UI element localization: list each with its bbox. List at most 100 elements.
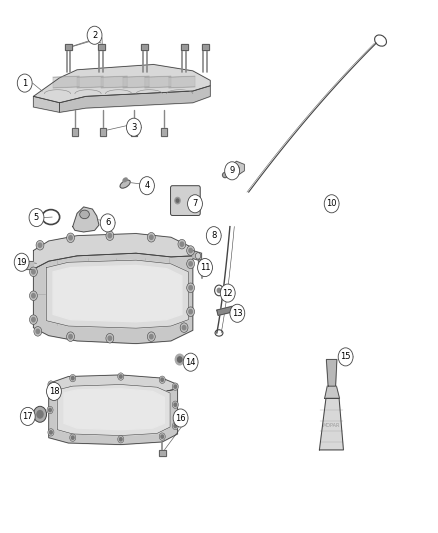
Circle shape	[159, 376, 165, 383]
Polygon shape	[33, 253, 193, 344]
Polygon shape	[53, 76, 79, 88]
Polygon shape	[49, 389, 177, 445]
Polygon shape	[325, 386, 339, 398]
Circle shape	[38, 243, 42, 247]
Text: 9: 9	[230, 166, 235, 175]
Circle shape	[106, 231, 114, 240]
Circle shape	[220, 284, 235, 302]
Bar	[72, 128, 78, 136]
Bar	[141, 44, 148, 50]
Text: 3: 3	[131, 123, 137, 132]
Text: 6: 6	[105, 219, 110, 228]
Circle shape	[37, 410, 43, 418]
Circle shape	[140, 176, 154, 195]
Text: 2: 2	[92, 31, 97, 40]
Circle shape	[217, 288, 221, 293]
Circle shape	[20, 407, 35, 425]
Circle shape	[69, 236, 72, 240]
Circle shape	[106, 334, 114, 343]
Circle shape	[49, 431, 52, 434]
Circle shape	[206, 227, 221, 245]
Polygon shape	[326, 360, 337, 386]
Circle shape	[189, 248, 192, 253]
Circle shape	[120, 375, 122, 378]
Circle shape	[48, 381, 54, 388]
Circle shape	[161, 378, 163, 381]
Bar	[161, 128, 167, 136]
Circle shape	[67, 332, 74, 342]
Circle shape	[195, 253, 201, 259]
Circle shape	[120, 438, 122, 441]
Circle shape	[17, 74, 32, 92]
Circle shape	[70, 374, 76, 382]
Polygon shape	[25, 261, 33, 269]
Circle shape	[150, 235, 153, 239]
Circle shape	[187, 283, 194, 293]
Circle shape	[118, 435, 124, 443]
Circle shape	[69, 335, 72, 339]
Text: 11: 11	[200, 263, 210, 272]
Bar	[180, 44, 187, 50]
Circle shape	[174, 385, 177, 388]
Circle shape	[108, 336, 112, 341]
Bar	[141, 44, 148, 50]
FancyBboxPatch shape	[170, 185, 200, 215]
Text: 14: 14	[185, 358, 196, 367]
Text: 13: 13	[232, 309, 243, 318]
Polygon shape	[64, 389, 164, 430]
Ellipse shape	[123, 178, 127, 182]
Polygon shape	[217, 306, 233, 316]
Circle shape	[182, 326, 186, 330]
Text: 17: 17	[22, 412, 33, 421]
Circle shape	[49, 383, 52, 386]
Circle shape	[32, 318, 35, 322]
Circle shape	[173, 409, 188, 427]
Circle shape	[36, 240, 44, 250]
Bar	[65, 44, 72, 50]
Circle shape	[180, 242, 184, 246]
Circle shape	[191, 199, 194, 202]
Circle shape	[187, 246, 194, 255]
Circle shape	[108, 233, 112, 238]
Polygon shape	[145, 76, 171, 88]
Ellipse shape	[80, 210, 89, 219]
Circle shape	[176, 199, 179, 202]
Circle shape	[14, 253, 29, 271]
Bar	[198, 259, 205, 264]
Circle shape	[29, 208, 44, 227]
Circle shape	[324, 195, 339, 213]
Text: 1: 1	[22, 78, 27, 87]
Circle shape	[71, 436, 74, 439]
Circle shape	[180, 323, 188, 333]
Circle shape	[29, 315, 37, 325]
Circle shape	[36, 329, 39, 334]
Circle shape	[70, 434, 76, 441]
Circle shape	[100, 214, 115, 232]
Text: 15: 15	[340, 352, 351, 361]
Polygon shape	[33, 96, 60, 112]
Circle shape	[29, 291, 37, 301]
Polygon shape	[60, 86, 210, 112]
Text: 8: 8	[211, 231, 216, 240]
Circle shape	[189, 310, 192, 314]
Circle shape	[187, 307, 194, 317]
Circle shape	[159, 433, 165, 440]
Circle shape	[177, 357, 182, 362]
Bar	[159, 450, 166, 456]
Circle shape	[148, 332, 155, 342]
Polygon shape	[319, 398, 343, 450]
Bar	[161, 128, 167, 136]
Circle shape	[46, 382, 61, 400]
Polygon shape	[57, 384, 170, 435]
Bar	[72, 128, 78, 136]
Text: 16: 16	[175, 414, 186, 423]
Bar	[65, 44, 72, 50]
Text: MOPAR: MOPAR	[323, 424, 340, 429]
Circle shape	[230, 304, 245, 322]
Circle shape	[225, 162, 240, 180]
Text: 10: 10	[326, 199, 337, 208]
Text: 12: 12	[223, 288, 233, 297]
Ellipse shape	[120, 180, 130, 188]
Circle shape	[87, 26, 102, 44]
Circle shape	[67, 233, 74, 243]
